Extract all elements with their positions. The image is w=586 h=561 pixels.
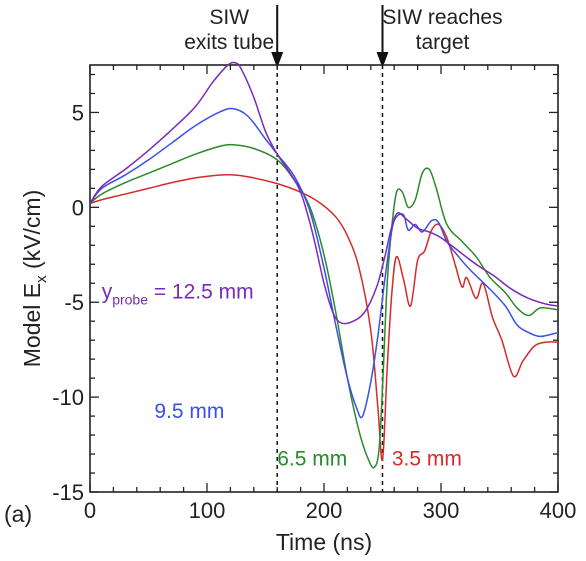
y-tick-label: 5 <box>72 100 84 125</box>
event-annotation-text: SIW <box>209 6 249 29</box>
panel-label: (a) <box>4 501 32 527</box>
series-line-12-5-mm <box>89 61 559 325</box>
series-line-6-5-mm <box>89 143 559 469</box>
series-line-9-5-mm <box>89 107 559 419</box>
series-line-3-5-mm <box>89 173 559 462</box>
y-axis-title-main: Model E <box>19 283 45 367</box>
y-tick-label: 0 <box>72 195 84 220</box>
series-layer <box>89 61 559 469</box>
event-arrow-head <box>271 52 284 68</box>
y-axis-title-units: (kV/cm) <box>19 190 45 276</box>
x-tick-label: 100 <box>189 498 226 523</box>
x-tick-label: 200 <box>306 498 343 523</box>
event-arrow-head <box>376 52 389 68</box>
series-label: 3.5 mm <box>392 447 462 470</box>
x-axis-title: Time (ns) <box>276 529 372 555</box>
y-tick-label: -10 <box>52 385 84 410</box>
y-tick-label: -15 <box>52 480 84 505</box>
tick-layer: 0 100 200 300 400 5 0 -5 -10 -15 <box>52 65 576 523</box>
series-label: 9.5 mm <box>154 400 224 423</box>
x-tick-label: 400 <box>540 498 577 523</box>
series-label-layer: yprobe = 12.5 mm 9.5 mm 6.5 mm 3.5 mm <box>102 280 462 470</box>
y-tick-label: -5 <box>64 290 84 315</box>
series-label: yprobe = 12.5 mm <box>102 280 254 307</box>
x-tick-label: 300 <box>423 498 460 523</box>
y-axis-title-subscript: x <box>33 275 50 283</box>
series-label: 6.5 mm <box>277 447 347 470</box>
x-tick-label: 0 <box>84 498 96 523</box>
event-annotation-text: exits tube <box>184 31 274 54</box>
event-annotation-text: SIW reaches <box>382 6 502 29</box>
plot-frame <box>89 64 559 493</box>
event-annotation-text: target <box>416 31 470 54</box>
y-axis-title: Model Ex (kV/cm) <box>19 190 50 367</box>
